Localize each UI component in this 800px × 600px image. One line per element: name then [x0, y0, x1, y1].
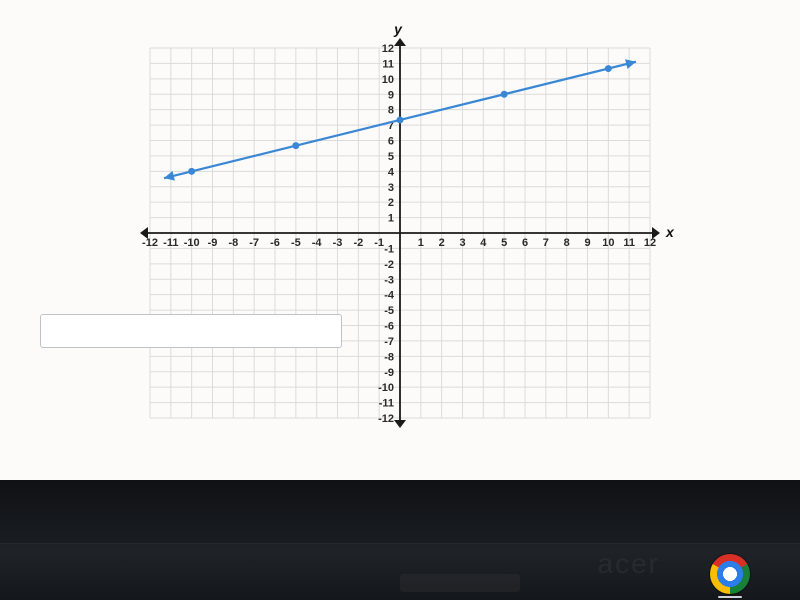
svg-text:-1: -1 [384, 243, 394, 255]
svg-text:-11: -11 [163, 237, 178, 249]
svg-text:6: 6 [388, 136, 394, 148]
svg-text:4: 4 [480, 237, 487, 249]
chrome-icon[interactable] [710, 554, 750, 594]
svg-text:12: 12 [382, 43, 394, 55]
svg-text:x: x [665, 224, 675, 240]
coordinate-plane: -12-11-10-9-8-7-6-5-4-3-2-11234567891011… [120, 18, 680, 448]
svg-text:1: 1 [388, 213, 394, 225]
svg-text:-10: -10 [184, 237, 200, 249]
svg-text:y: y [393, 21, 403, 37]
svg-text:2: 2 [439, 237, 445, 249]
svg-text:-7: -7 [384, 336, 394, 348]
svg-text:8: 8 [388, 105, 394, 117]
svg-text:-3: -3 [333, 237, 343, 249]
svg-text:-4: -4 [384, 290, 395, 302]
svg-text:3: 3 [459, 237, 465, 249]
svg-text:4: 4 [388, 166, 395, 178]
svg-text:11: 11 [623, 237, 635, 249]
svg-text:3: 3 [388, 182, 394, 194]
scene-root: -12-11-10-9-8-7-6-5-4-3-2-11234567891011… [0, 0, 800, 600]
svg-text:-11: -11 [379, 398, 394, 410]
svg-text:2: 2 [388, 197, 394, 209]
svg-text:-4: -4 [312, 237, 323, 249]
svg-text:10: 10 [602, 237, 614, 249]
svg-text:-9: -9 [384, 367, 394, 379]
laptop-bezel: acer [0, 480, 800, 600]
svg-text:-5: -5 [291, 237, 301, 249]
svg-text:-2: -2 [384, 259, 394, 271]
svg-text:7: 7 [543, 237, 549, 249]
svg-text:10: 10 [382, 74, 394, 86]
svg-text:8: 8 [564, 237, 570, 249]
svg-text:-7: -7 [249, 237, 259, 249]
svg-text:-3: -3 [384, 274, 394, 286]
svg-text:-8: -8 [384, 351, 394, 363]
chromeos-shelf [0, 543, 800, 600]
svg-text:-12: -12 [378, 413, 394, 425]
worksheet-paper: -12-11-10-9-8-7-6-5-4-3-2-11234567891011… [0, 0, 800, 480]
svg-text:-6: -6 [270, 237, 280, 249]
svg-text:-6: -6 [384, 321, 394, 333]
svg-text:-12: -12 [142, 237, 158, 249]
svg-text:5: 5 [501, 237, 507, 249]
svg-text:12: 12 [644, 237, 656, 249]
svg-text:6: 6 [522, 237, 528, 249]
chrome-active-indicator [718, 596, 742, 598]
svg-text:-9: -9 [208, 237, 218, 249]
svg-text:9: 9 [584, 237, 590, 249]
svg-text:5: 5 [388, 151, 394, 163]
svg-text:-5: -5 [384, 305, 394, 317]
svg-text:-8: -8 [228, 237, 238, 249]
svg-text:1: 1 [418, 237, 424, 249]
answer-input[interactable] [40, 314, 342, 348]
shelf-app-slot[interactable] [400, 574, 520, 592]
chart-svg: -12-11-10-9-8-7-6-5-4-3-2-11234567891011… [120, 18, 680, 448]
svg-text:-10: -10 [378, 382, 394, 394]
svg-text:-2: -2 [353, 237, 363, 249]
svg-text:-1: -1 [374, 237, 384, 249]
svg-text:11: 11 [382, 58, 394, 70]
svg-text:9: 9 [388, 89, 394, 101]
